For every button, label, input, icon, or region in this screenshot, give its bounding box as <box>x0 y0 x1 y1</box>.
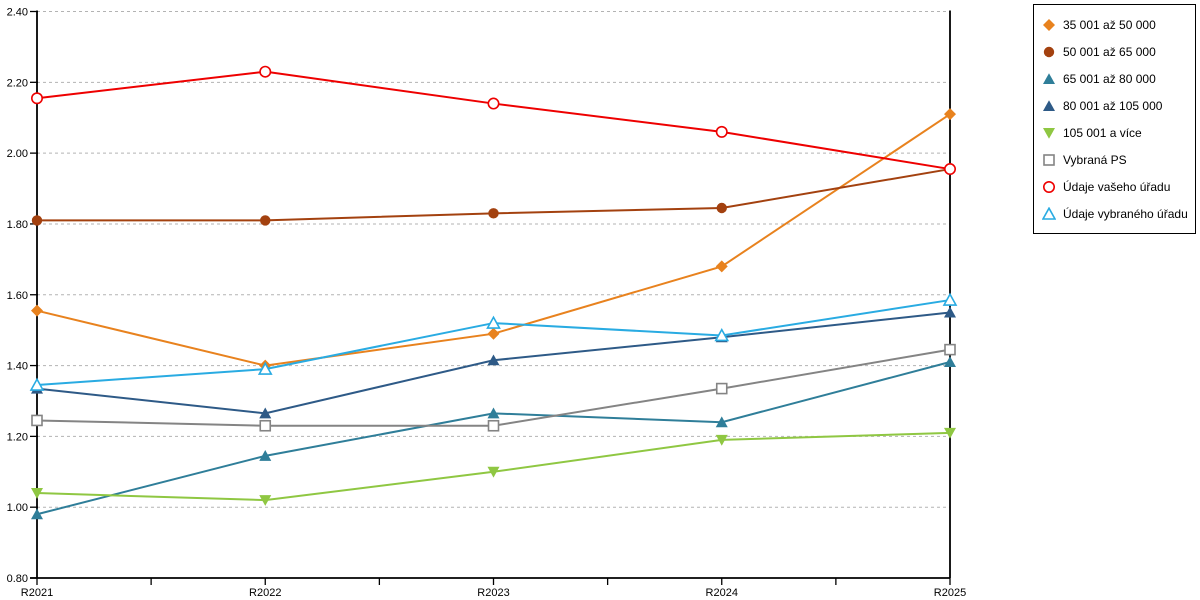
legend-marker-diamond-icon <box>1043 18 1055 31</box>
legend-marker-triangle-up-icon <box>1043 99 1055 111</box>
legend-item-label: Údaje vašeho úřadu <box>1063 179 1171 194</box>
y-tick-label: 2.40 <box>7 7 28 19</box>
legend-item-label: 80 001 až 105 000 <box>1063 98 1163 113</box>
legend-item-label: 50 001 až 65 000 <box>1063 44 1156 59</box>
y-tick-label: 1.00 <box>7 502 28 514</box>
marker-circle-icon <box>1043 180 1055 193</box>
marker-triangle-down-icon <box>259 495 272 506</box>
y-tick-label: 1.40 <box>7 361 28 373</box>
legend-item: 35 001 až 50 000 <box>1042 11 1191 38</box>
series-line <box>36 70 951 171</box>
marker-triangle-up-icon <box>942 292 958 306</box>
marker-circle-icon <box>943 163 956 176</box>
legend-marker-triangle-up-icon <box>1043 72 1055 84</box>
marker-circle-icon <box>259 65 272 78</box>
marker-triangle-up-icon <box>29 377 45 391</box>
marker-circle-icon <box>1043 46 1055 57</box>
marker-square-icon <box>31 414 43 427</box>
marker-square-icon <box>1043 153 1055 166</box>
marker-triangle-up-icon <box>259 450 272 461</box>
legend-item: Údaje vašeho úřadu <box>1042 173 1191 200</box>
marker-triangle-down-icon <box>1043 127 1055 139</box>
marker-square-icon <box>944 343 956 356</box>
marker-triangle-up-icon <box>944 306 956 318</box>
x-tick-label: R2021 <box>21 587 53 599</box>
y-tick-label: 0.80 <box>7 573 28 585</box>
x-tick-label: R2023 <box>477 587 509 599</box>
legend-item-label: 65 001 až 80 000 <box>1063 71 1156 86</box>
marker-triangle-up-icon <box>1043 99 1055 111</box>
marker-triangle-up-icon <box>715 416 728 428</box>
marker-circle-icon <box>30 92 43 105</box>
marker-diamond-icon <box>487 327 500 340</box>
marker-triangle-down-icon <box>487 466 500 478</box>
legend-item: Údaje vybraného úřadu <box>1042 200 1191 227</box>
legend-item: Vybraná PS <box>1042 146 1191 173</box>
marker-triangle-up-icon <box>487 354 500 366</box>
marker-circle-icon <box>260 215 271 226</box>
legend-item: 80 001 až 105 000 <box>1042 92 1191 119</box>
legend-marker-triangle-down-icon <box>1043 127 1055 139</box>
marker-diamond-icon <box>31 304 43 317</box>
marker-triangle-up-icon <box>257 361 273 375</box>
y-tick-label: 2.20 <box>7 77 28 89</box>
legend-marker-circle-icon <box>1043 46 1055 57</box>
marker-circle-icon <box>31 215 43 226</box>
y-tick-label: 1.80 <box>7 219 28 231</box>
marker-diamond-icon <box>944 108 956 121</box>
marker-circle-icon <box>715 125 728 138</box>
marker-triangle-up-icon <box>259 407 272 419</box>
legend-marker-triangle-up-icon <box>1042 206 1056 220</box>
marker-square-icon <box>259 419 272 432</box>
legend-item: 50 001 až 65 000 <box>1042 38 1191 65</box>
series-line <box>36 361 951 516</box>
marker-triangle-up-icon <box>31 508 43 520</box>
legend-item-label: Vybraná PS <box>1063 152 1127 167</box>
legend-item-label: 105 001 a více <box>1063 125 1142 140</box>
marker-triangle-down-icon <box>944 427 956 439</box>
marker-circle-icon <box>716 202 727 214</box>
marker-circle-icon <box>487 97 500 110</box>
legend-item-label: Údaje vybraného úřadu <box>1063 206 1188 221</box>
legend-marker-circle-icon <box>1043 180 1055 193</box>
y-tick-label: 2.00 <box>7 148 28 160</box>
legend-item: 105 001 a více <box>1042 119 1191 146</box>
y-tick-label: 1.20 <box>7 431 28 443</box>
marker-triangle-down-icon <box>715 434 728 446</box>
legend-marker-square-icon <box>1043 153 1055 166</box>
marker-diamond-icon <box>715 260 728 273</box>
marker-triangle-up-icon <box>487 407 500 419</box>
x-tick-label: R2024 <box>706 587 738 599</box>
x-tick-label: R2025 <box>934 587 966 599</box>
x-tick-label: R2022 <box>249 587 281 599</box>
marker-triangle-up-icon <box>714 328 730 342</box>
marker-circle-icon <box>488 208 499 219</box>
marker-square-icon <box>715 382 728 395</box>
marker-square-icon <box>487 419 500 432</box>
y-tick-label: 1.60 <box>7 290 28 302</box>
marker-triangle-down-icon <box>31 488 43 499</box>
marker-triangle-up-icon <box>1042 206 1056 220</box>
legend-box: 35 001 až 50 000 50 001 až 65 000 65 001 a… <box>1033 4 1196 234</box>
marker-diamond-icon <box>1043 18 1055 31</box>
series-line <box>36 431 951 502</box>
marker-triangle-up-icon <box>486 315 501 329</box>
legend-item: 65 001 až 80 000 <box>1042 65 1191 92</box>
legend-item-label: 35 001 až 50 000 <box>1063 17 1156 32</box>
marker-triangle-up-icon <box>1043 72 1055 84</box>
marker-triangle-up-icon <box>944 356 956 368</box>
